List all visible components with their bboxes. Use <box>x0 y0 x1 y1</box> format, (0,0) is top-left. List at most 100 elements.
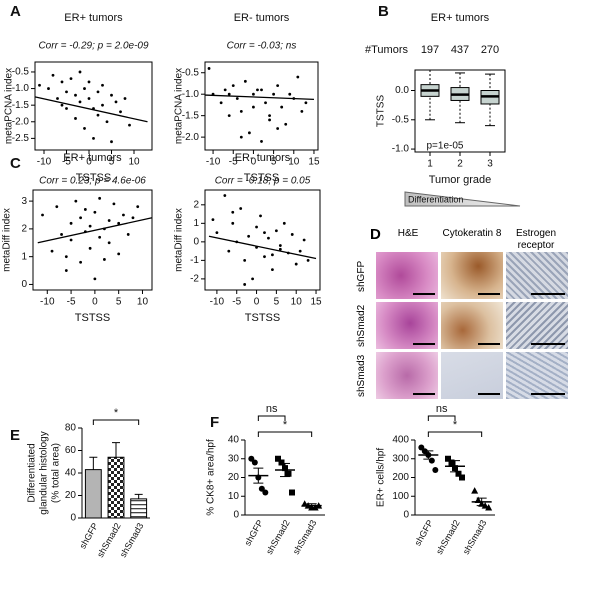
point <box>256 88 259 92</box>
point <box>264 101 267 105</box>
panel-letter: E <box>10 427 20 444</box>
point <box>64 269 68 272</box>
x-tick-label: 2 <box>457 159 463 170</box>
x-axis-label: Tumor grade <box>429 174 492 186</box>
micrograph <box>376 302 438 349</box>
point <box>275 455 281 462</box>
point <box>294 262 298 266</box>
point <box>300 109 304 113</box>
point <box>38 83 41 87</box>
point <box>96 113 100 117</box>
y-axis-label: ER+ cells/hpf <box>376 448 387 507</box>
x-tick-label: shSmad3 <box>461 518 489 556</box>
row-header: shGFP <box>356 260 367 292</box>
y-axis-label: Differentiated <box>27 443 38 502</box>
point <box>223 194 227 197</box>
x-tick-label: 5 <box>116 297 122 308</box>
point <box>78 100 82 104</box>
annotation: Corr = -0.03; ns <box>227 41 297 52</box>
point <box>227 92 231 96</box>
point <box>432 467 439 473</box>
x-tick-label: 10 <box>291 297 303 308</box>
annotation: p=1e-05 <box>427 141 464 152</box>
panel-letter: A <box>10 3 21 20</box>
x-tick-label: -5 <box>67 297 76 308</box>
point <box>219 101 223 105</box>
plot-frame <box>34 61 153 151</box>
y-tick-label: -0.5 <box>182 67 200 78</box>
point <box>296 75 300 79</box>
x-tick-label: 10 <box>128 157 140 168</box>
x-tick-label: -10 <box>40 297 55 308</box>
y-axis-label: % CK8+ area/hpf <box>206 439 217 516</box>
point <box>459 474 465 481</box>
point <box>255 225 258 229</box>
y-axis-label: metaPCNA index <box>4 68 15 144</box>
bracket-label: * <box>114 407 119 419</box>
y-axis-label: metaDiff index <box>174 208 185 272</box>
x-tick-label: 10 <box>288 157 300 168</box>
y-tick-label: -1.0 <box>182 89 200 100</box>
point <box>101 83 104 87</box>
y-tick-label: 0 <box>70 513 76 524</box>
point <box>122 213 125 217</box>
x-tick-label: 0 <box>251 157 257 168</box>
y-tick-label: 40 <box>65 468 77 479</box>
point <box>79 260 82 264</box>
point <box>263 255 266 259</box>
point <box>87 80 91 84</box>
chart-title: ER- tumors <box>234 12 290 24</box>
plot-frame <box>32 189 153 291</box>
point <box>304 101 308 105</box>
point <box>93 277 97 281</box>
point <box>123 97 127 100</box>
x-tick-label: 15 <box>310 297 322 308</box>
point <box>271 253 274 257</box>
y-tick-label: -2 <box>190 274 199 285</box>
point <box>231 221 235 225</box>
bracket <box>427 415 456 421</box>
point <box>92 136 95 140</box>
point <box>231 84 235 88</box>
x-tick-label: -10 <box>206 157 221 168</box>
point <box>64 255 68 259</box>
y-tick-label: 1 <box>21 251 27 262</box>
x-tick-label: 5 <box>274 297 280 308</box>
point <box>243 79 247 83</box>
y-tick-label: 100 <box>392 491 409 502</box>
panel-letter: F <box>210 414 219 431</box>
point <box>74 117 77 120</box>
panel-letter: D <box>370 226 381 243</box>
y-tick-label: 0 <box>193 236 199 247</box>
y-tick-label: 0 <box>21 279 27 290</box>
bracket <box>257 415 286 421</box>
point <box>87 97 91 100</box>
point <box>83 208 87 211</box>
point <box>239 207 243 210</box>
point <box>247 234 251 238</box>
point <box>103 258 106 261</box>
micrograph <box>506 302 568 349</box>
y-tick-label: 40 <box>228 435 240 446</box>
point <box>51 73 55 77</box>
micrograph <box>441 302 503 349</box>
point <box>227 114 231 118</box>
bracket-label: * <box>453 419 458 431</box>
count: 197 <box>421 44 439 56</box>
column-header: Estrogen receptor <box>515 228 557 251</box>
y-tick-label: 30 <box>228 453 240 464</box>
y-tick-label: -0.5 <box>392 114 410 125</box>
y-axis-label: metaDiff index <box>2 208 13 272</box>
point <box>78 70 82 74</box>
y-tick-label: 200 <box>392 472 409 483</box>
bracket-label: ns <box>266 403 278 415</box>
point <box>60 103 64 107</box>
point <box>471 487 479 494</box>
point <box>88 246 92 250</box>
point <box>239 109 243 113</box>
x-tick-label: 1 <box>427 159 433 170</box>
y-tick-label: 2 <box>193 199 199 210</box>
plot-frame <box>204 189 321 291</box>
point <box>223 88 227 92</box>
y-tick-label: -1.0 <box>12 83 30 94</box>
